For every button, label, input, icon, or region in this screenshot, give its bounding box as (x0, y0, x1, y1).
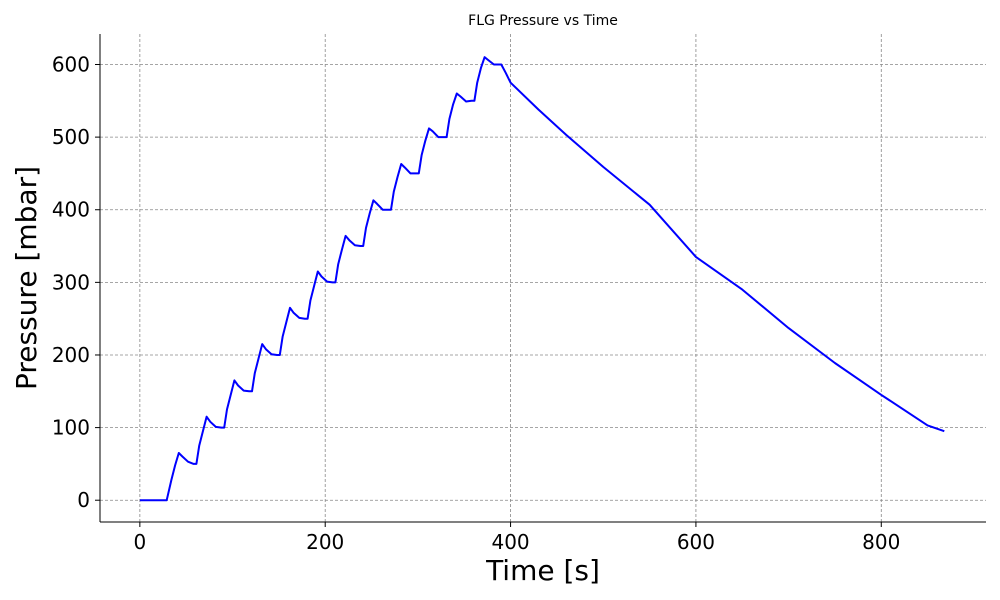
y-tick-label: 600 (52, 53, 90, 77)
grid (100, 34, 986, 522)
x-axis-label: Time [s] (485, 554, 600, 587)
ticks: 0 200 400 600 800 0 100 200 300 400 500 600 (52, 53, 901, 555)
y-tick-label: 100 (52, 416, 90, 440)
y-axis-label: Pressure [mbar] (10, 166, 43, 390)
x-tick-label: 400 (491, 530, 529, 554)
y-tick-label: 500 (52, 125, 90, 149)
pressure-series-line (139, 56, 945, 502)
x-tick-label: 200 (306, 530, 344, 554)
y-tick-label: 0 (77, 488, 90, 512)
series-group (139, 56, 945, 502)
y-tick-label: 300 (52, 270, 90, 294)
x-tick-label: 600 (677, 530, 715, 554)
y-tick-label: 200 (52, 343, 90, 367)
x-tick-label: 800 (862, 530, 900, 554)
y-tick-label: 400 (52, 198, 90, 222)
x-tick-label: 0 (133, 530, 146, 554)
chart-title: FLG Pressure vs Time (468, 13, 618, 29)
